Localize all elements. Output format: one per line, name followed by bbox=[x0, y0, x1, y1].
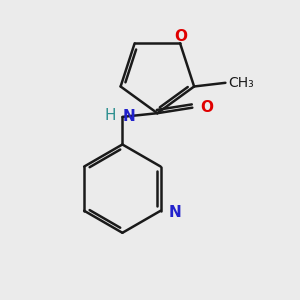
Text: N: N bbox=[169, 205, 182, 220]
Text: O: O bbox=[200, 100, 213, 115]
Text: O: O bbox=[174, 29, 187, 44]
Text: CH₃: CH₃ bbox=[228, 76, 254, 90]
Text: H: H bbox=[104, 107, 116, 122]
Text: N: N bbox=[122, 110, 135, 124]
